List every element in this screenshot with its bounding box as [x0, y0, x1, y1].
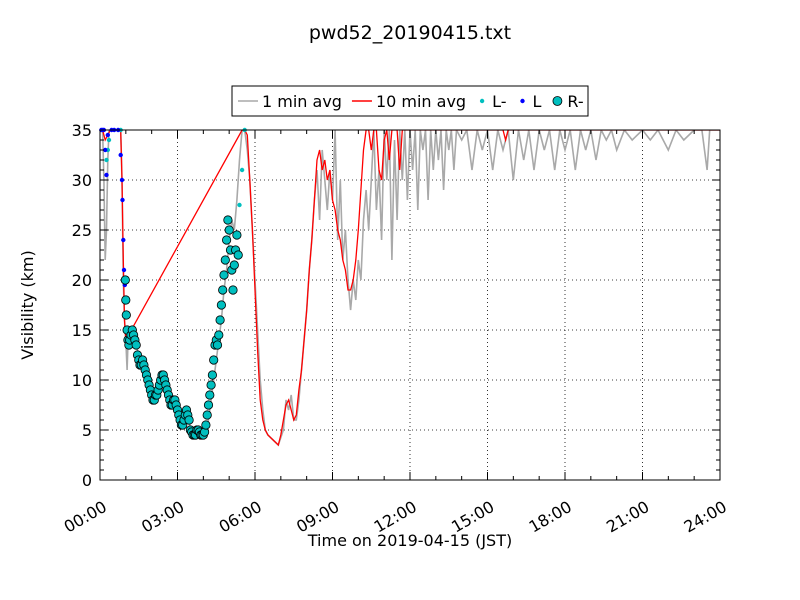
data-point-r: [202, 410, 212, 420]
data-point-r: [120, 275, 130, 285]
legend-swatch-r: [552, 96, 563, 106]
y-tick-labels: 0 5 10 15 20 25 30 35: [72, 121, 92, 490]
ticks: [99, 129, 721, 481]
x-tick-label: 18:00: [526, 497, 575, 537]
data-point-l: [104, 172, 109, 178]
data-point-r: [215, 315, 225, 325]
data-point-r: [131, 340, 141, 350]
y-tick-label: 20: [72, 271, 92, 290]
data-point-r: [205, 390, 215, 400]
y-tick-label: 35: [72, 121, 92, 140]
data-point-l: [120, 197, 125, 203]
x-tick-label: 24:00: [681, 497, 730, 537]
data-point-r: [212, 340, 223, 350]
data-point-r: [218, 285, 228, 295]
x-axis-label: Time on 2019-04-15 (JST): [307, 531, 512, 550]
legend-label-10-min-avg: 10 min avg: [376, 92, 466, 111]
data-point-r: [207, 370, 217, 380]
data-point-l: [239, 167, 245, 173]
series-line-10-min-avg: [100, 130, 720, 447]
data-point-r: [209, 355, 219, 365]
data-point-r: [219, 270, 229, 280]
data-point-r: [233, 250, 243, 260]
legend-label-1-min-avg: 1 min avg: [262, 92, 342, 111]
legend-swatch-l: [520, 98, 525, 104]
y-tick-label: 5: [82, 421, 92, 440]
y-tick-label: 10: [72, 371, 92, 390]
marker-layer: [99, 127, 247, 440]
y-tick-label: 30: [72, 171, 92, 190]
data-point-r: [220, 255, 230, 265]
y-tick-label: 25: [72, 221, 92, 240]
data-point-r: [222, 235, 232, 245]
data-point-l: [118, 152, 123, 158]
data-point-r: [223, 215, 233, 225]
legend-swatch-l: [479, 98, 485, 104]
data-point-r: [121, 295, 131, 305]
chart-title: pwd52_20190415.txt: [309, 22, 511, 44]
y-tick-label: 0: [82, 471, 92, 490]
data-point-r: [229, 260, 239, 270]
data-point-l: [121, 237, 126, 243]
grid: [100, 130, 720, 480]
x-tick-label: 00:00: [61, 497, 110, 537]
data-point-r: [228, 285, 238, 295]
y-tick-label: 15: [72, 321, 92, 340]
x-tick-label: 06:00: [216, 497, 265, 537]
data-point-r: [203, 400, 214, 410]
data-point-l: [106, 137, 112, 143]
data-point-r: [214, 330, 224, 340]
x-tick-label: 03:00: [138, 497, 187, 537]
legend: 1 min avg 10 min avg L- L R-: [231, 85, 589, 117]
data-point-l: [105, 132, 111, 138]
data-point-r: [206, 380, 216, 390]
data-point-r: [184, 415, 194, 425]
y-axis-label: Visibility (km): [18, 250, 37, 359]
data-point-r: [121, 310, 131, 320]
data-point-l: [121, 267, 127, 273]
data-point-r: [201, 420, 211, 430]
data-point-l: [237, 202, 242, 208]
data-point-l: [103, 147, 108, 153]
legend-label-r: R-: [567, 92, 583, 111]
legend-frame: [231, 85, 589, 117]
x-tick-label: 21:00: [603, 497, 652, 537]
data-point-l: [104, 157, 109, 163]
legend-label-l: L: [533, 92, 542, 111]
legend-label-l: L-: [492, 92, 506, 111]
data-point-r: [224, 225, 234, 235]
data-point-l: [119, 177, 125, 183]
data-point-r: [232, 230, 242, 240]
data-point-r: [216, 300, 226, 310]
